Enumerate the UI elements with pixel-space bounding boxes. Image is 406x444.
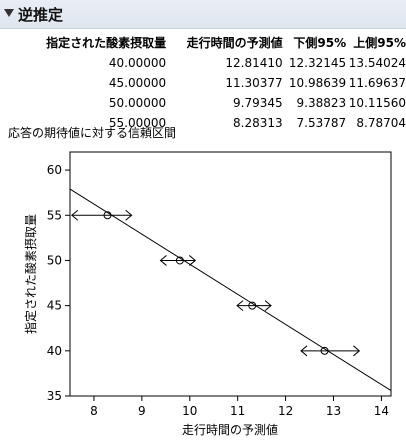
table-cell: 9.79345 bbox=[233, 96, 283, 110]
table-cell: 8.28313 bbox=[233, 116, 283, 130]
upper-arrowhead bbox=[264, 300, 272, 312]
table-cell: 12.32145 bbox=[288, 56, 347, 70]
column-header: 指定された酸素摂取量 bbox=[46, 36, 167, 50]
y-tick-label: 45 bbox=[47, 299, 62, 313]
chart-caption: 応答の期待値に対する信頼区間 bbox=[8, 126, 177, 140]
data-point bbox=[103, 211, 112, 220]
table-cell: 45.00000 bbox=[108, 76, 167, 90]
table-cell: 40.00000 bbox=[108, 56, 167, 70]
column-header: 上側95% bbox=[353, 36, 406, 50]
data-point bbox=[248, 301, 257, 310]
table-header-row: 指定された酸素摂取量 走行時間の予測値 下側95% 上側95% bbox=[18, 32, 406, 53]
x-tick-label: 11 bbox=[230, 404, 245, 418]
x-tick-label: 8 bbox=[90, 404, 98, 418]
table-cell: 11.69637 bbox=[348, 76, 406, 90]
column-header: 走行時間の予測値 bbox=[186, 36, 283, 50]
table-cell: 10.11560 bbox=[348, 96, 406, 110]
axis-ticks: 8 9 10 11 12 13 14 35 40 45 50 55 60 bbox=[47, 163, 389, 418]
plot-frame bbox=[69, 151, 392, 397]
upper-arrowhead bbox=[353, 345, 361, 357]
y-axis-label: 指定された酸素摂取量 bbox=[23, 214, 38, 334]
data-point bbox=[175, 256, 184, 265]
collapse-triangle-icon[interactable] bbox=[4, 9, 14, 17]
confidence-interval bbox=[159, 255, 197, 266]
lower-arrowhead bbox=[300, 345, 308, 357]
x-axis-label: 走行時間の予測値 bbox=[182, 422, 278, 437]
table-row: 45.00000 11.30377 10.98639 11.69637 bbox=[18, 73, 406, 93]
x-tick-label: 9 bbox=[138, 404, 146, 418]
y-tick-label: 60 bbox=[47, 163, 62, 177]
lower-arrowhead bbox=[71, 209, 79, 221]
table-row: 55.00000 8.28313 7.53787 8.78704 bbox=[18, 113, 406, 133]
inverse-prediction-table: 指定された酸素摂取量 走行時間の予測値 下側95% 上側95% 40.00000… bbox=[18, 32, 406, 133]
data-point bbox=[320, 346, 329, 355]
y-tick-label: 55 bbox=[47, 208, 62, 222]
table-cell: 10.98639 bbox=[288, 76, 347, 90]
table-row: 50.00000 9.79345 9.38823 10.11560 bbox=[18, 93, 406, 113]
column-header: 下側95% bbox=[293, 36, 347, 50]
x-tick-label: 12 bbox=[278, 404, 293, 418]
confidence-interval bbox=[300, 345, 361, 357]
y-tick-label: 50 bbox=[47, 253, 62, 267]
table-cell: 7.53787 bbox=[296, 116, 347, 130]
report-header: 逆推定 bbox=[0, 0, 406, 29]
report-title: 逆推定 bbox=[18, 6, 64, 24]
confidence-interval bbox=[236, 300, 272, 312]
y-tick-label: 35 bbox=[47, 389, 62, 403]
table-cell: 12.81410 bbox=[225, 56, 283, 70]
table-cell: 11.30377 bbox=[225, 76, 283, 90]
y-tick-label: 40 bbox=[47, 344, 62, 358]
data-marks bbox=[71, 209, 361, 357]
x-tick-label: 13 bbox=[326, 404, 341, 418]
table-row: 40.00000 12.81410 12.32145 13.54024 bbox=[18, 53, 406, 73]
upper-arrowhead bbox=[188, 255, 197, 266]
fit-line-group bbox=[69, 188, 392, 392]
table-cell: 55.00000 bbox=[108, 116, 167, 130]
table-cell: 8.78704 bbox=[356, 116, 406, 130]
lower-arrowhead bbox=[236, 300, 244, 312]
upper-arrowhead bbox=[125, 209, 133, 221]
table-cell: 9.38823 bbox=[296, 96, 347, 110]
table-cell: 50.00000 bbox=[108, 96, 167, 110]
fit-line bbox=[69, 188, 392, 392]
x-tick-label: 10 bbox=[182, 404, 197, 418]
confidence-interval bbox=[71, 209, 133, 221]
table-cell: 13.54024 bbox=[348, 56, 406, 70]
x-tick-label: 14 bbox=[374, 404, 389, 418]
lower-arrowhead bbox=[159, 255, 167, 266]
